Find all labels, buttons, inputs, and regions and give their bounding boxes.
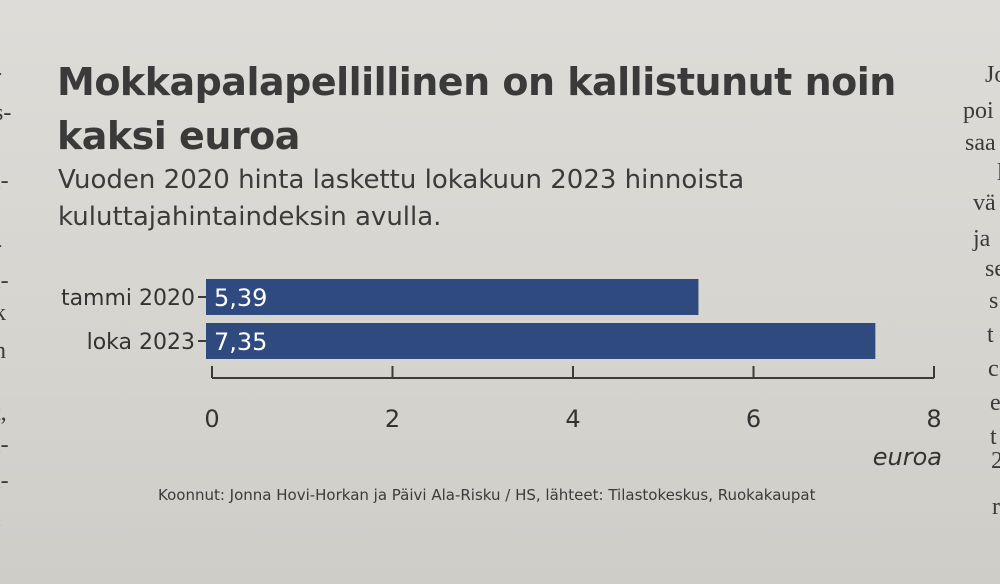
x-tick-label: 6 — [746, 405, 761, 433]
data-label: 7,35 — [214, 328, 267, 356]
x-tick-label: 8 — [926, 405, 941, 433]
data-label: 5,39 — [214, 284, 267, 312]
adjacent-text-left: - — [0, 60, 2, 87]
adjacent-column-right: Jopoisaalväjasestcet2r — [955, 0, 1000, 584]
adjacent-text-right: l — [997, 160, 1000, 187]
adjacent-text-left: - — [0, 232, 2, 259]
category-label: tammi 2020 — [61, 286, 195, 311]
category-label: loka 2023 — [87, 330, 195, 355]
adjacent-text-right: vä — [973, 190, 996, 216]
chart-source: Koonnut: Jonna Hovi-Horkan ja Päivi Ala-… — [158, 486, 816, 504]
x-tick-label: 0 — [204, 405, 219, 433]
adjacent-text-right: c — [988, 356, 999, 382]
adjacent-text-right: Jo — [985, 62, 1000, 88]
adjacent-text-right: e — [990, 390, 1000, 416]
adjacent-text-right: se — [985, 256, 1000, 282]
x-tick-label: 2 — [385, 405, 400, 433]
adjacent-text-left: i- — [0, 168, 9, 194]
adjacent-text-right: t — [990, 424, 997, 450]
adjacent-text-left: k — [0, 300, 6, 326]
bar — [206, 323, 876, 359]
x-axis-label: euroa — [873, 443, 942, 471]
adjacent-text-right: 2 — [991, 448, 1000, 474]
adjacent-text-left: i- — [0, 432, 9, 458]
adjacent-text-left: i — [0, 506, 1, 533]
adjacent-text-right: t — [987, 322, 994, 348]
adjacent-text-right: ja — [973, 226, 991, 252]
chart-subtitle: Vuoden 2020 hinta laskettu lokakuun 2023… — [58, 165, 745, 232]
adjacent-text-right: saa — [965, 130, 996, 156]
adjacent-text-right: r — [992, 494, 1000, 520]
x-tick-label: 4 — [565, 405, 580, 433]
adjacent-text-right: poi — [963, 98, 994, 124]
adjacent-text-left: i- — [0, 468, 9, 494]
chart-title: Mokkapalapellillinen on kallistunut noin… — [57, 60, 896, 158]
adjacent-text-right: s — [989, 288, 999, 314]
bar — [206, 279, 699, 315]
adjacent-text-left: i- — [0, 268, 9, 294]
adjacent-text-left: s- — [0, 100, 12, 126]
adjacent-text-left: t, — [0, 400, 7, 426]
adjacent-column-left: - s-i- - i-kn t, i-i-i — [0, 0, 20, 584]
adjacent-text-left: n — [0, 338, 6, 364]
